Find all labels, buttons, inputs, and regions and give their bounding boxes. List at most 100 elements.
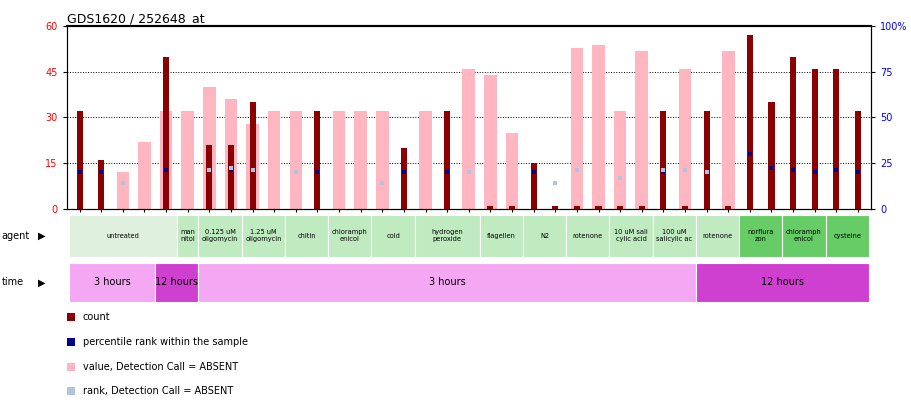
Bar [138, 142, 150, 209]
Text: cysteine: cysteine [833, 233, 860, 239]
Bar [444, 111, 450, 209]
Bar [695, 263, 868, 302]
Bar [419, 111, 431, 209]
Text: 0.125 uM
oligomycin: 0.125 uM oligomycin [201, 229, 238, 243]
Bar [333, 111, 345, 209]
Bar [246, 124, 259, 209]
Text: 3 hours: 3 hours [428, 277, 465, 288]
Bar [354, 111, 366, 209]
Text: ▶: ▶ [38, 231, 46, 241]
Bar [203, 87, 215, 209]
Bar [289, 111, 302, 209]
Bar [854, 111, 860, 209]
Bar [617, 206, 622, 209]
Text: 1.25 uM
oligomycin: 1.25 uM oligomycin [245, 229, 281, 243]
Text: 100 uM
salicylic ac: 100 uM salicylic ac [655, 229, 691, 243]
Bar [77, 111, 83, 209]
Bar [241, 215, 284, 257]
Text: time: time [2, 277, 24, 288]
Bar [328, 215, 371, 257]
Bar [228, 145, 234, 209]
Bar [486, 206, 493, 209]
Text: ▶: ▶ [38, 277, 46, 288]
Bar [702, 111, 709, 209]
Bar [638, 206, 644, 209]
Bar [484, 75, 496, 209]
Bar [155, 263, 199, 302]
Text: rank, Detection Call = ABSENT: rank, Detection Call = ABSENT [83, 386, 232, 396]
Bar [782, 215, 824, 257]
Bar [566, 215, 609, 257]
Bar [811, 69, 817, 209]
Bar [117, 172, 129, 209]
Bar [660, 111, 666, 209]
Bar [415, 215, 479, 257]
Bar [401, 148, 406, 209]
Bar [595, 206, 601, 209]
Text: rotenone: rotenone [572, 233, 602, 239]
Bar [635, 51, 648, 209]
Bar [284, 215, 328, 257]
Text: man
nitol: man nitol [180, 229, 195, 243]
Text: GDS1620 / 252648_at: GDS1620 / 252648_at [67, 12, 204, 25]
Text: percentile rank within the sample: percentile rank within the sample [83, 337, 248, 347]
Bar [508, 206, 515, 209]
Text: agent: agent [2, 231, 30, 241]
Bar [824, 215, 868, 257]
Bar [738, 215, 782, 257]
Bar [224, 99, 237, 209]
Bar [570, 47, 582, 209]
Text: chloramph
enicol: chloramph enicol [332, 229, 367, 243]
Bar [314, 111, 320, 209]
Bar [68, 215, 177, 257]
Bar [768, 102, 773, 209]
Bar [530, 163, 536, 209]
Bar [250, 102, 255, 209]
Bar [789, 57, 795, 209]
Text: N2: N2 [539, 233, 548, 239]
Bar [681, 206, 687, 209]
Bar [678, 69, 691, 209]
Text: norflura
zon: norflura zon [747, 229, 773, 243]
Bar [371, 215, 415, 257]
Bar [163, 57, 169, 209]
Bar [573, 206, 579, 209]
Text: value, Detection Call = ABSENT: value, Detection Call = ABSENT [83, 362, 238, 372]
Text: 3 hours: 3 hours [94, 277, 130, 288]
Bar [177, 215, 199, 257]
Text: count: count [83, 312, 110, 322]
Text: chloramph
enicol: chloramph enicol [785, 229, 821, 243]
Bar [206, 145, 212, 209]
Bar [652, 215, 695, 257]
Text: untreated: untreated [107, 233, 139, 239]
Bar [375, 111, 388, 209]
Text: 12 hours: 12 hours [155, 277, 198, 288]
Bar [833, 69, 838, 209]
Bar [522, 215, 566, 257]
Bar [181, 111, 194, 209]
Bar [268, 111, 280, 209]
Bar [506, 133, 517, 209]
Bar [68, 263, 155, 302]
Bar [746, 36, 752, 209]
Bar [591, 45, 604, 209]
Bar [552, 206, 558, 209]
Text: rotenone: rotenone [701, 233, 732, 239]
Bar [609, 215, 652, 257]
Bar [98, 160, 104, 209]
Text: 12 hours: 12 hours [760, 277, 803, 288]
Text: chitin: chitin [297, 233, 315, 239]
Bar [613, 111, 626, 209]
Bar [479, 215, 522, 257]
Bar [462, 69, 475, 209]
Bar [199, 263, 695, 302]
Text: flagellen: flagellen [486, 233, 515, 239]
Bar [695, 215, 738, 257]
Text: cold: cold [385, 233, 400, 239]
Bar [724, 206, 731, 209]
Bar [722, 51, 733, 209]
Text: 10 uM sali
cylic acid: 10 uM sali cylic acid [613, 229, 647, 243]
Bar [199, 215, 241, 257]
Bar [159, 111, 172, 209]
Text: hydrogen
peroxide: hydrogen peroxide [431, 229, 463, 243]
